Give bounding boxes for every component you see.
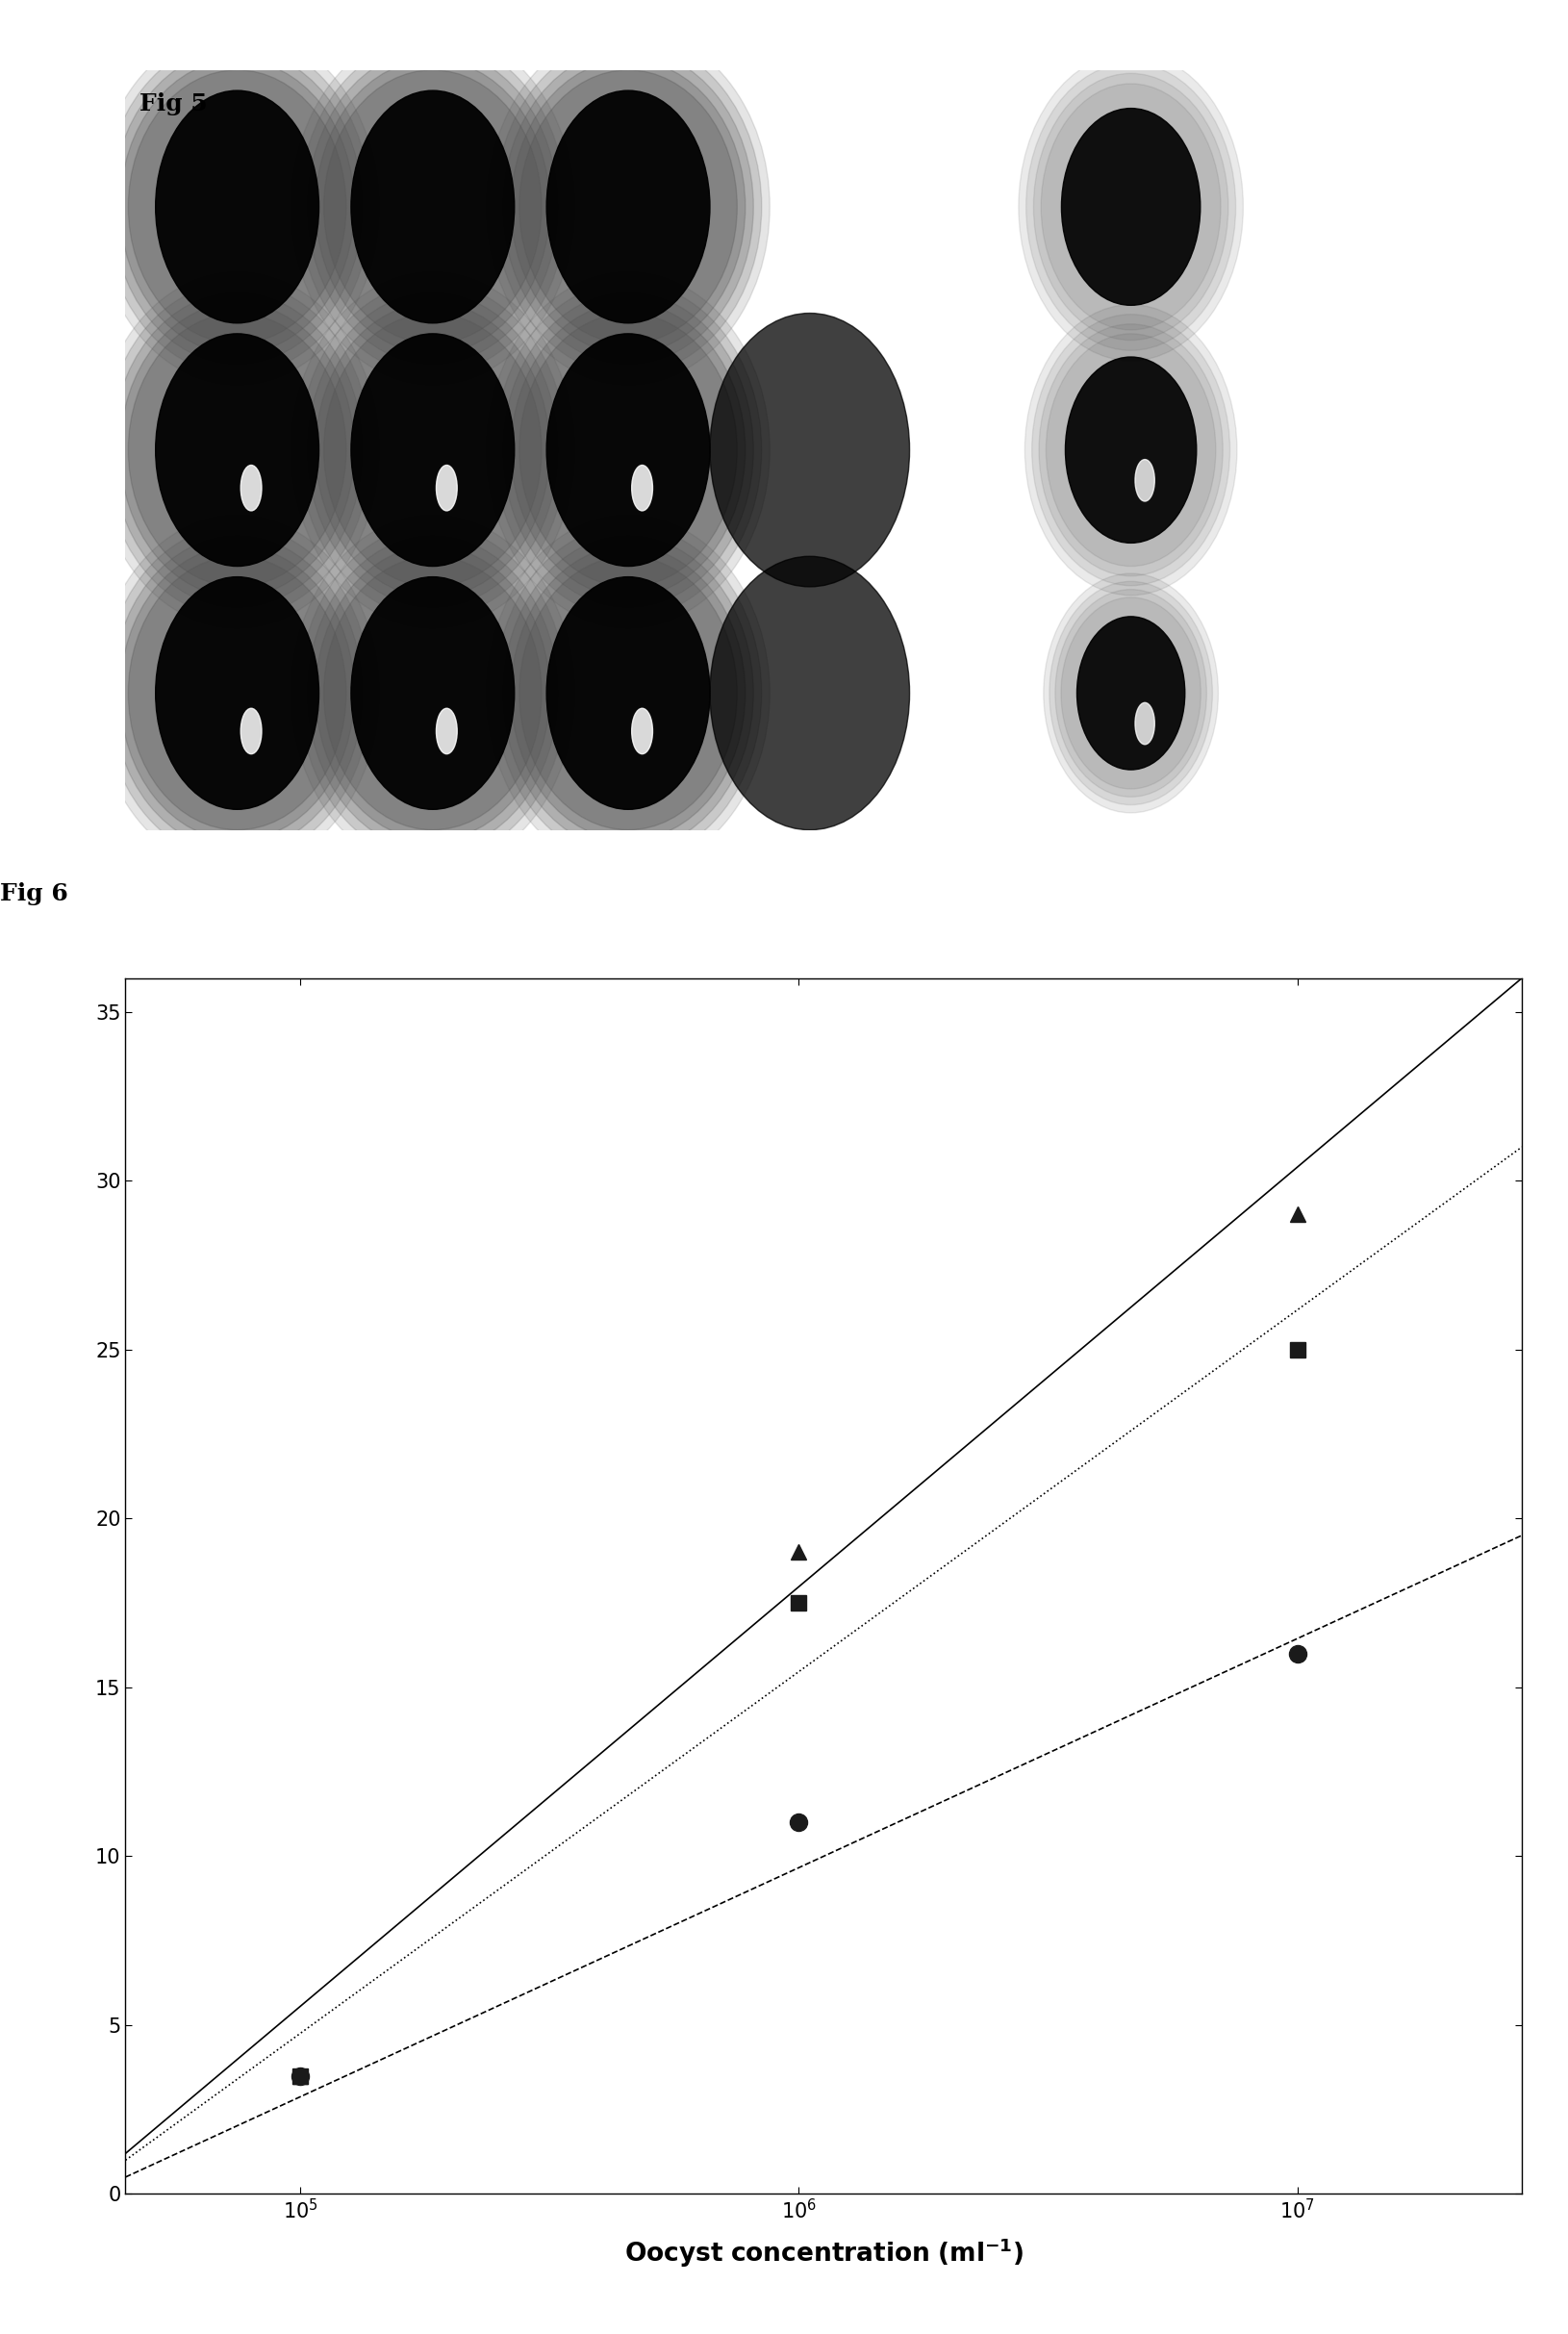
- Ellipse shape: [103, 282, 370, 619]
- Ellipse shape: [351, 334, 514, 567]
- Ellipse shape: [96, 273, 378, 628]
- Ellipse shape: [155, 91, 318, 322]
- Ellipse shape: [632, 464, 652, 511]
- Ellipse shape: [121, 61, 354, 355]
- Ellipse shape: [1041, 84, 1220, 329]
- Ellipse shape: [494, 282, 760, 619]
- Ellipse shape: [709, 555, 909, 831]
- Ellipse shape: [503, 537, 753, 850]
- Ellipse shape: [240, 464, 262, 511]
- Ellipse shape: [96, 516, 378, 871]
- Ellipse shape: [351, 576, 514, 810]
- Ellipse shape: [511, 546, 745, 840]
- Ellipse shape: [121, 303, 354, 598]
- Ellipse shape: [103, 40, 370, 373]
- Ellipse shape: [299, 40, 566, 373]
- Ellipse shape: [486, 28, 770, 385]
- Ellipse shape: [155, 576, 318, 810]
- Ellipse shape: [323, 555, 541, 831]
- Ellipse shape: [129, 70, 347, 343]
- Ellipse shape: [511, 61, 745, 355]
- Ellipse shape: [299, 525, 566, 861]
- Ellipse shape: [292, 516, 574, 871]
- Ellipse shape: [1134, 460, 1154, 502]
- Ellipse shape: [519, 313, 737, 586]
- Ellipse shape: [1032, 315, 1229, 586]
- Ellipse shape: [1025, 63, 1236, 350]
- Ellipse shape: [307, 49, 558, 364]
- Ellipse shape: [1060, 598, 1200, 789]
- Ellipse shape: [519, 555, 737, 831]
- Ellipse shape: [503, 292, 753, 607]
- Ellipse shape: [96, 28, 378, 385]
- Ellipse shape: [1076, 616, 1184, 770]
- Ellipse shape: [1049, 581, 1212, 805]
- Ellipse shape: [315, 61, 549, 355]
- Ellipse shape: [511, 303, 745, 598]
- Ellipse shape: [1062, 107, 1200, 306]
- Ellipse shape: [519, 70, 737, 343]
- Ellipse shape: [292, 273, 574, 628]
- Ellipse shape: [486, 273, 770, 628]
- Ellipse shape: [436, 707, 456, 754]
- Ellipse shape: [292, 28, 574, 385]
- Ellipse shape: [307, 537, 558, 850]
- Ellipse shape: [323, 70, 541, 343]
- Ellipse shape: [1033, 72, 1228, 341]
- Ellipse shape: [494, 525, 760, 861]
- Ellipse shape: [632, 707, 652, 754]
- Ellipse shape: [129, 555, 347, 831]
- Ellipse shape: [1055, 591, 1206, 796]
- Ellipse shape: [1065, 357, 1196, 544]
- Text: Fig 5: Fig 5: [140, 93, 207, 117]
- Ellipse shape: [323, 313, 541, 586]
- Ellipse shape: [503, 49, 753, 364]
- Ellipse shape: [1018, 54, 1242, 362]
- Ellipse shape: [111, 292, 362, 607]
- Text: Fig 6: Fig 6: [0, 882, 67, 906]
- Ellipse shape: [546, 91, 709, 322]
- Ellipse shape: [546, 334, 709, 567]
- Ellipse shape: [129, 313, 347, 586]
- Ellipse shape: [486, 516, 770, 871]
- Ellipse shape: [1046, 334, 1215, 567]
- Ellipse shape: [121, 546, 354, 840]
- Ellipse shape: [299, 282, 566, 619]
- Ellipse shape: [546, 576, 709, 810]
- Ellipse shape: [315, 303, 549, 598]
- Ellipse shape: [494, 40, 760, 373]
- Ellipse shape: [155, 334, 318, 567]
- Ellipse shape: [351, 91, 514, 322]
- Ellipse shape: [111, 49, 362, 364]
- Ellipse shape: [1024, 306, 1236, 595]
- Ellipse shape: [1038, 324, 1221, 576]
- Ellipse shape: [1134, 703, 1154, 745]
- Ellipse shape: [103, 525, 370, 861]
- X-axis label: $\bf{Oocyst\ concentration\ (ml^{-1})}$: $\bf{Oocyst\ concentration\ (ml^{-1})}$: [624, 2236, 1022, 2269]
- Ellipse shape: [240, 707, 262, 754]
- Ellipse shape: [1043, 574, 1217, 812]
- Ellipse shape: [436, 464, 456, 511]
- Ellipse shape: [307, 292, 558, 607]
- Ellipse shape: [709, 313, 909, 586]
- Ellipse shape: [111, 537, 362, 850]
- Ellipse shape: [315, 546, 549, 840]
